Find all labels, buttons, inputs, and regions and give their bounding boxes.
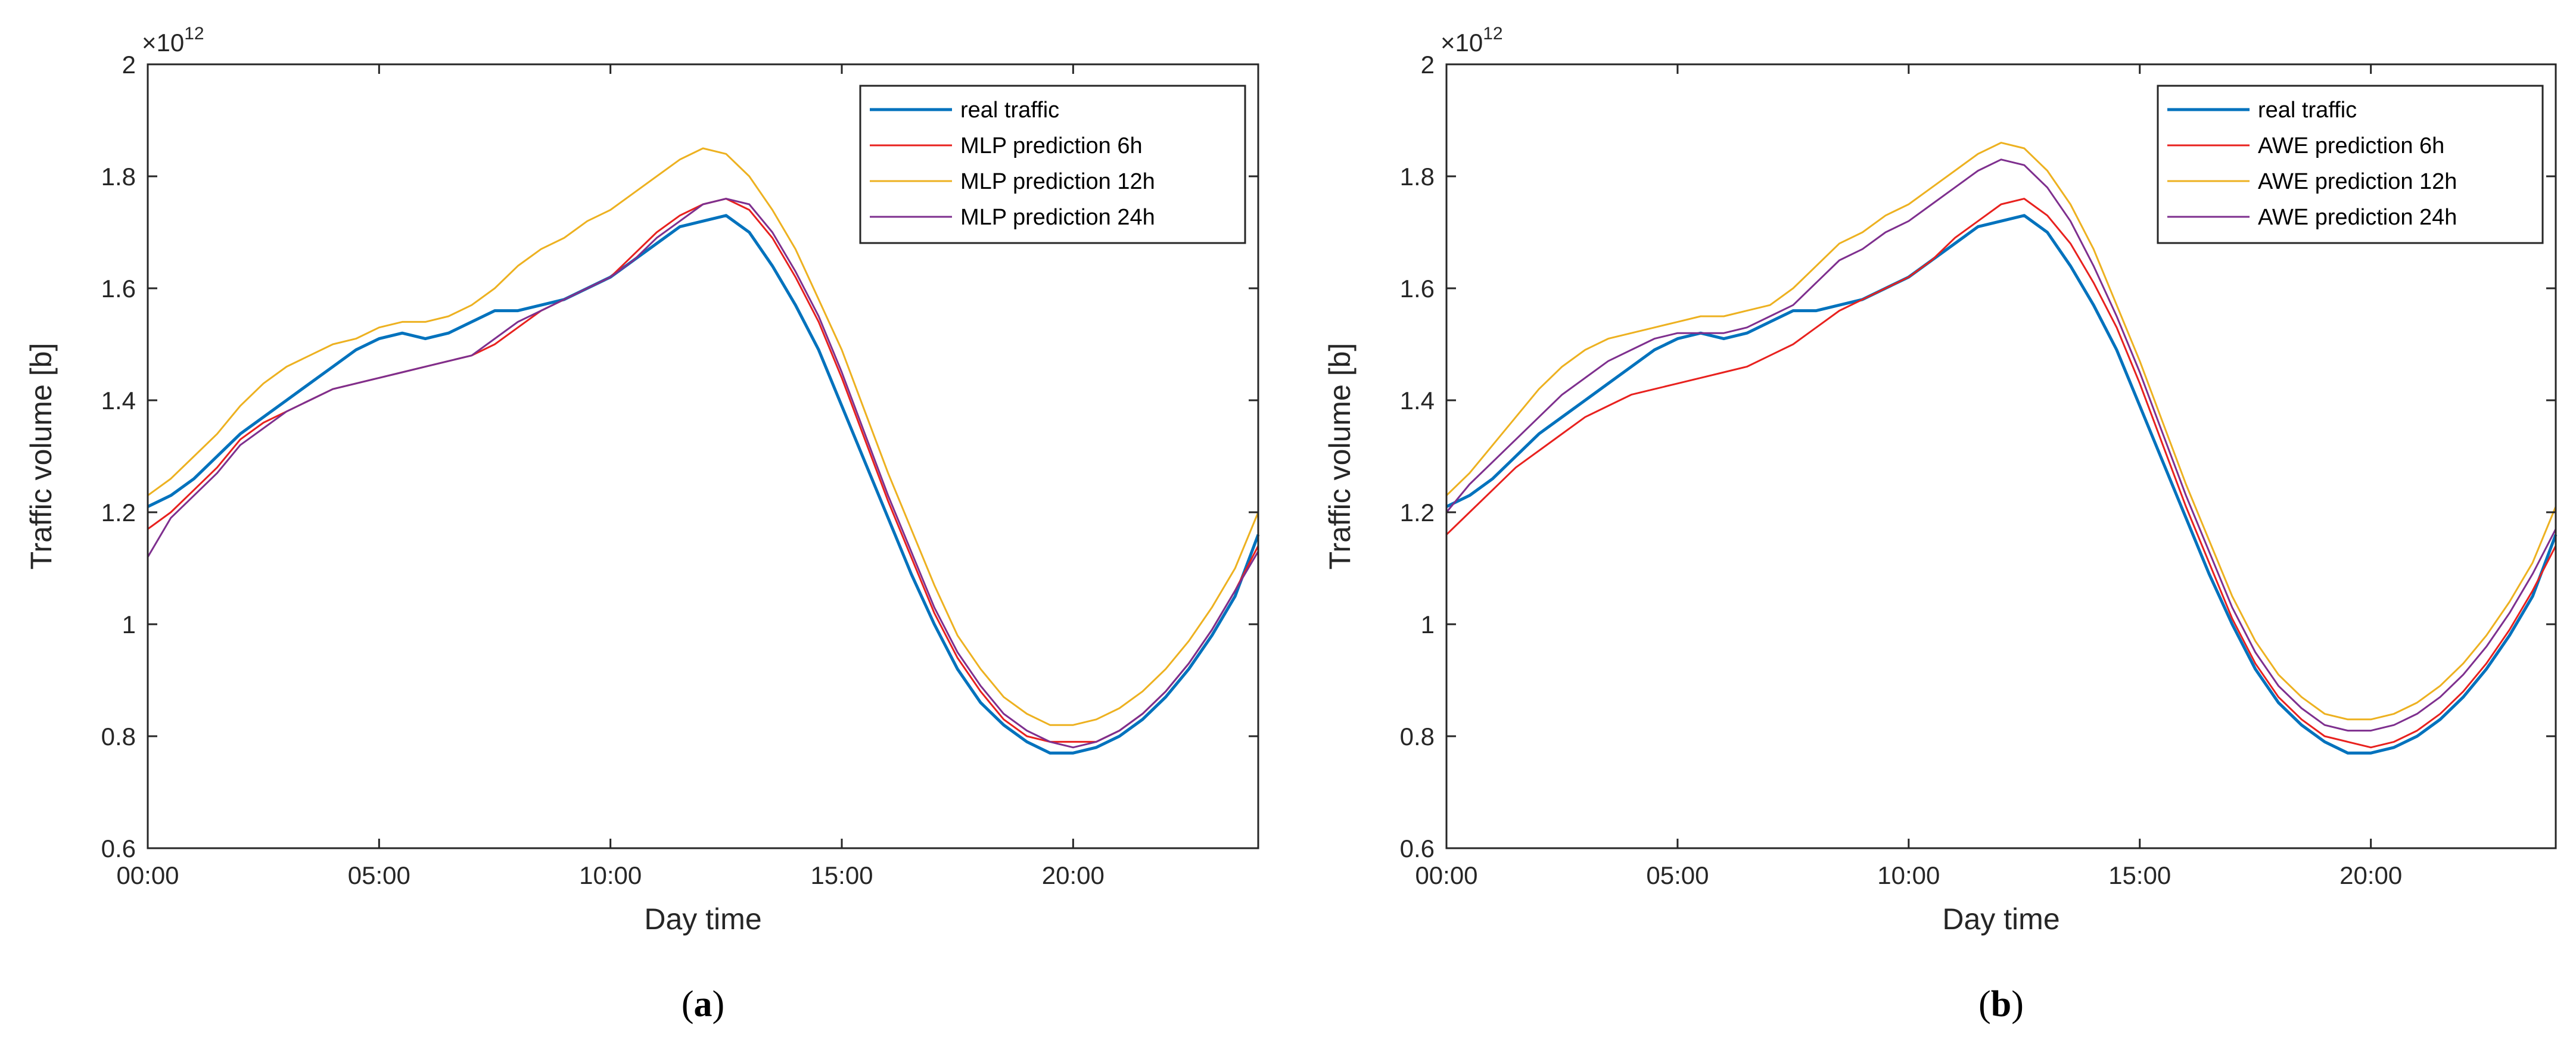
y-exponent-label: ×1012: [142, 24, 204, 57]
series-line-0: [1445, 214, 2558, 755]
x-axis-label: Day time: [644, 902, 761, 936]
x-tick-label: 20:00: [2339, 861, 2402, 889]
panel-caption: (a): [682, 984, 724, 1025]
legend-entry: MLP prediction 6h: [960, 133, 1143, 158]
y-tick-label: 1.8: [101, 163, 136, 191]
y-axis-label: Traffic volume [b]: [24, 343, 58, 570]
y-exponent-label: ×1012: [1441, 24, 1503, 57]
y-tick-label: 0.6: [1400, 835, 1435, 862]
caption-close-paren: ): [2011, 984, 2024, 1025]
x-tick-label: 00:00: [1415, 861, 1477, 889]
x-tick-label: 20:00: [1042, 861, 1105, 889]
y-exponent-base: ×10: [142, 29, 184, 57]
series-line-3: [1445, 158, 2557, 732]
y-exponent-power: 12: [1483, 24, 1502, 43]
y-tick-label: 1.6: [101, 275, 136, 303]
y-tick-label: 1.4: [101, 387, 136, 415]
legend-entry: MLP prediction 24h: [960, 205, 1155, 230]
y-tick-label: 1: [1421, 611, 1435, 639]
legend-entry: MLP prediction 12h: [960, 169, 1155, 194]
legend: real traffic AWE prediction 6h AWE predict…: [2157, 85, 2544, 244]
series-line-2: [1445, 142, 2557, 721]
chart-panel-a: 00:00 05:00 10:00 15:00 20:00 0.6 0.8 1 1.2 1.4 1.…: [24, 24, 1260, 1025]
caption-open-paren: (: [1978, 984, 1991, 1025]
y-tick-label: 0.8: [1400, 723, 1435, 751]
x-tick-label: 10:00: [579, 861, 642, 889]
y-tick-label: 1.2: [101, 499, 136, 527]
x-tick-label: 15:00: [810, 861, 873, 889]
caption-letter: a: [694, 984, 713, 1025]
legend-entry: AWE prediction 12h: [2258, 169, 2457, 194]
legend-entry: AWE prediction 6h: [2258, 133, 2444, 158]
y-exponent-base: ×10: [1441, 29, 1483, 57]
caption-open-paren: (: [682, 984, 694, 1025]
x-tick-label: 10:00: [1877, 861, 1940, 889]
series-line-1: [1445, 198, 2557, 749]
x-tick-label: 15:00: [2108, 861, 2171, 889]
axes-box: [147, 63, 1259, 849]
legend: real traffic MLP prediction 6h MLP predict…: [859, 85, 1246, 244]
y-axis-label: Traffic volume [b]: [1323, 343, 1357, 570]
legend-entry: real traffic: [960, 98, 1059, 123]
panel-caption: (b): [1978, 984, 2024, 1025]
y-tick-label: 1.2: [1400, 499, 1435, 527]
y-tick-label: 1.4: [1400, 387, 1435, 415]
caption-close-paren: ): [713, 984, 725, 1025]
caption-letter: b: [1991, 984, 2011, 1025]
y-tick-label: 1: [122, 611, 136, 639]
y-exponent-power: 12: [184, 24, 204, 43]
axes-box: [1445, 63, 2557, 849]
y-tick-label: 0.6: [101, 835, 136, 862]
y-tick-label: 1.8: [1400, 163, 1435, 191]
x-tick-label: 00:00: [116, 861, 179, 889]
series-group: [147, 147, 1260, 755]
y-tick-label: 2: [1421, 51, 1435, 79]
chart-panel-b: 00:00 05:00 10:00 15:00 20:00 0.6 0.8 1 1.2 1.4 1.…: [1323, 24, 2558, 1025]
x-axis-label: Day time: [1942, 902, 2059, 936]
x-tick-label: 05:00: [1646, 861, 1709, 889]
y-tick-label: 1.6: [1400, 275, 1435, 303]
y-tick-label: 2: [122, 51, 136, 79]
legend-entry: real traffic: [2258, 98, 2357, 123]
series-line-0: [147, 214, 1260, 755]
x-tick-label: 05:00: [348, 861, 410, 889]
y-tick-label: 0.8: [101, 723, 136, 751]
series-group: [1445, 142, 2558, 755]
series-line-2: [147, 147, 1259, 726]
series-line-3: [147, 198, 1259, 749]
legend-entry: AWE prediction 24h: [2258, 205, 2457, 230]
